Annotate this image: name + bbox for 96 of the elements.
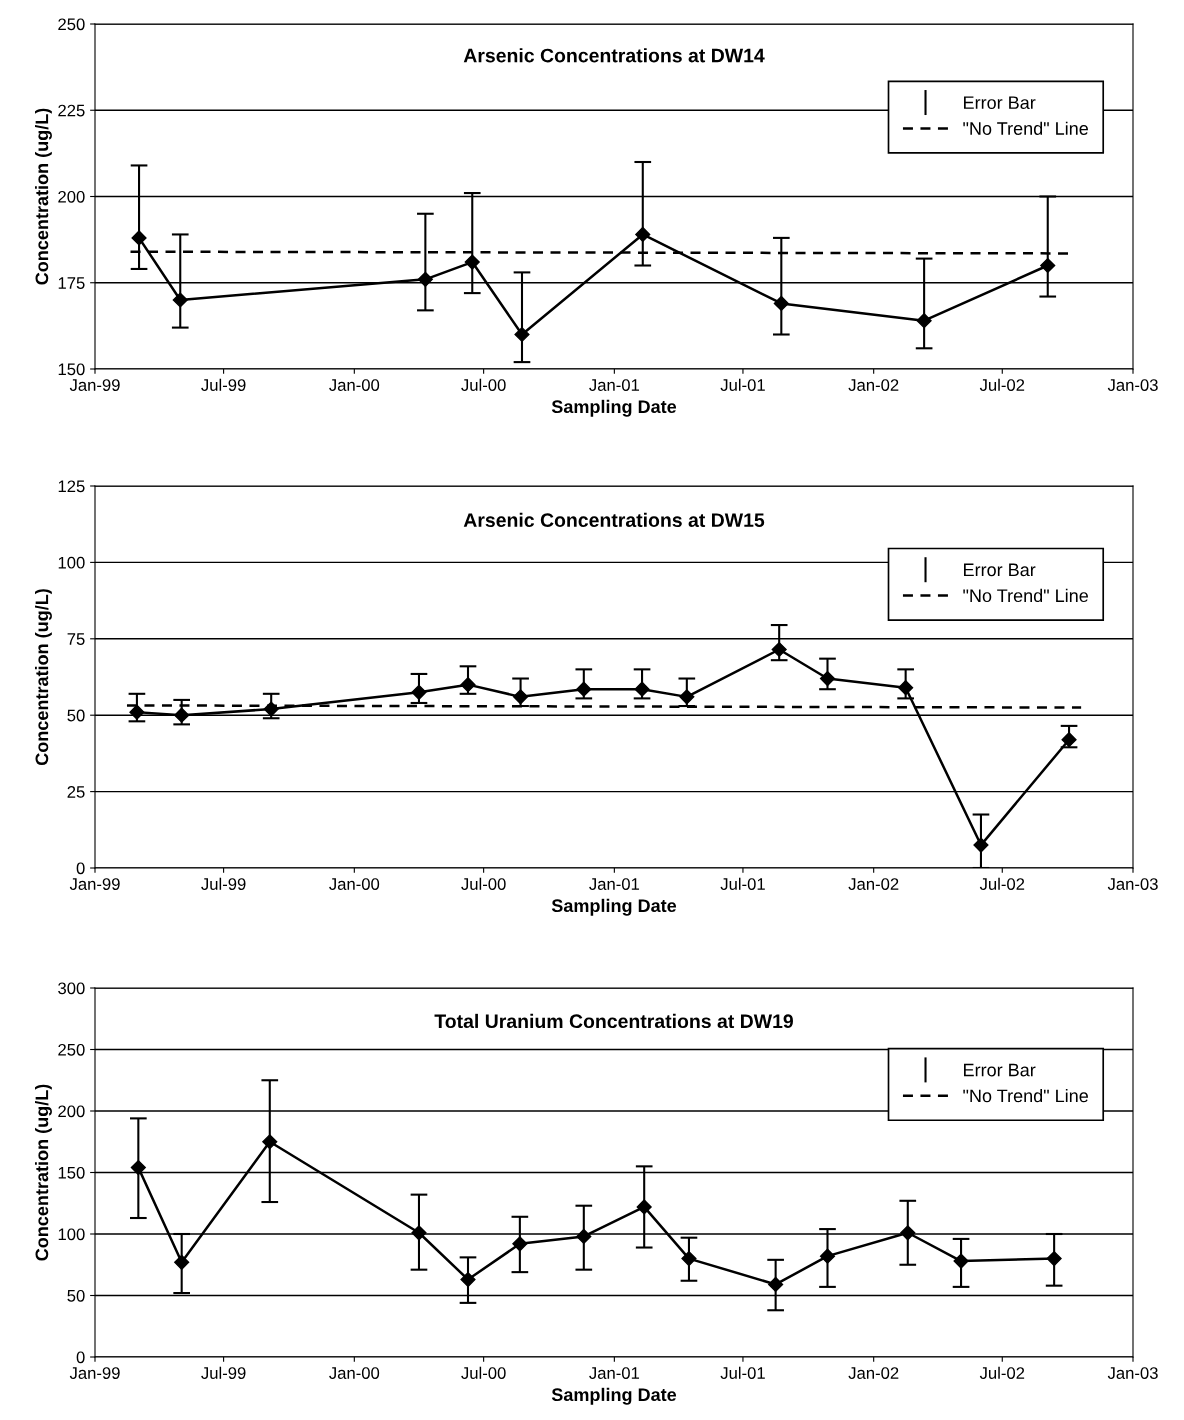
point: [130, 1160, 146, 1176]
point: [411, 1225, 427, 1241]
y-tick-label: 0: [76, 1351, 85, 1364]
y-axis-title: Concentration (ug/L): [35, 108, 52, 285]
point: [1046, 1251, 1062, 1267]
point: [681, 1251, 697, 1267]
x-tick-label: Jul-02: [979, 877, 1025, 890]
x-tick-label: Jul-00: [461, 378, 506, 391]
point: [953, 1253, 969, 1269]
point: [636, 1199, 652, 1215]
point: [417, 271, 433, 287]
point: [460, 677, 476, 693]
y-tick-label: 150: [58, 363, 85, 376]
y-tick-label: 200: [58, 190, 85, 203]
text: Arsenic Concentrations at DW14: [463, 48, 765, 63]
point: [129, 704, 145, 720]
point: [635, 226, 651, 243]
legend-label: Error Bar: [964, 1063, 1036, 1077]
point: [916, 313, 932, 329]
x-tick-label: Jul-02: [979, 1366, 1025, 1379]
point: [679, 689, 695, 705]
x-axis-title: Sampling Date: [551, 1387, 677, 1405]
y-tick-label: 250: [58, 18, 85, 31]
x-tick-label: Jan-03: [1107, 1367, 1158, 1379]
x-axis-title: Sampling Date: [551, 898, 677, 916]
y-tick-label: 125: [58, 480, 85, 493]
y-tick-label: 75: [67, 633, 85, 645]
point: [771, 641, 787, 658]
x-tick-label: Jan-02: [848, 379, 899, 391]
point: [172, 292, 188, 308]
y-axis-title: Concentration (ug/L): [35, 589, 52, 766]
x-tick-label: Jul-99: [201, 1366, 246, 1379]
point: [900, 1225, 916, 1241]
x-tick-label: Jan-01: [589, 379, 640, 391]
y-tick-label: 200: [58, 1105, 85, 1118]
point: [514, 326, 530, 343]
point: [1040, 257, 1056, 274]
y-tick-label: 250: [58, 1043, 85, 1056]
point: [819, 670, 836, 687]
x-tick-label: Jan-03: [1107, 878, 1158, 890]
y-tick-label: 225: [58, 104, 85, 117]
y-axis-title: Concentration (ug/L): [35, 1084, 52, 1261]
x-tick-label: Jul-01: [720, 877, 765, 890]
y-tick-label: 150: [58, 1166, 85, 1179]
x-tick-label: Jan-03: [1107, 379, 1158, 391]
y-tick-label: 50: [67, 1289, 85, 1302]
x-tick-label: Jan-02: [848, 1367, 899, 1379]
x-tick-label: Jul-99: [201, 877, 246, 890]
x-tick-label: Jan-99: [69, 878, 120, 890]
point: [773, 295, 789, 312]
y-tick-label: 50: [67, 709, 85, 722]
point: [768, 1276, 784, 1293]
point: [576, 1228, 592, 1245]
point: [411, 684, 427, 700]
y-tick-label: 175: [58, 277, 85, 289]
x-tick-label: Jul-00: [461, 1366, 506, 1379]
point: [819, 1248, 836, 1264]
text: Total Uranium Concentrations at DW19: [434, 1013, 793, 1029]
point: [634, 681, 650, 697]
point: [460, 1271, 476, 1288]
point: [898, 680, 914, 696]
x-tick-label: Jan-00: [329, 878, 380, 890]
x-tick-label: Jul-99: [201, 378, 246, 391]
x-tick-label: Jan-01: [589, 878, 640, 890]
point: [131, 230, 147, 246]
point: [973, 837, 989, 853]
point: [464, 254, 480, 270]
x-axis-title: Sampling Date: [551, 399, 677, 417]
x-tick-label: Jul-01: [720, 378, 765, 391]
legend-label: "No Trend" Line: [963, 588, 1088, 603]
legend-label: Error Bar: [964, 96, 1036, 110]
point: [1061, 732, 1077, 748]
point: [513, 689, 529, 705]
legend-label: "No Trend" Line: [963, 121, 1088, 135]
legend-label: Error Bar: [964, 563, 1036, 577]
point: [262, 1134, 278, 1150]
text: Arsenic Concentrations at DW15: [463, 512, 765, 528]
x-tick-label: Jan-99: [69, 379, 120, 391]
point: [174, 1254, 190, 1270]
y-tick-label: 100: [58, 556, 85, 569]
y-tick-label: 0: [76, 862, 85, 875]
x-tick-label: Jul-00: [461, 877, 506, 890]
y-tick-label: 25: [67, 786, 85, 798]
y-tick-label: 300: [58, 982, 85, 995]
x-tick-label: Jan-00: [329, 1367, 380, 1379]
x-tick-label: Jan-01: [589, 1367, 640, 1379]
y-tick-label: 100: [58, 1228, 85, 1241]
x-tick-label: Jan-02: [848, 878, 899, 890]
point: [512, 1236, 528, 1252]
x-tick-label: Jan-00: [329, 379, 380, 391]
x-tick-label: Jul-01: [720, 1366, 765, 1379]
point: [174, 707, 190, 723]
point: [576, 681, 592, 697]
legend-label: "No Trend" Line: [963, 1088, 1088, 1103]
x-tick-label: Jul-02: [979, 378, 1025, 391]
x-tick-label: Jan-99: [69, 1367, 120, 1379]
